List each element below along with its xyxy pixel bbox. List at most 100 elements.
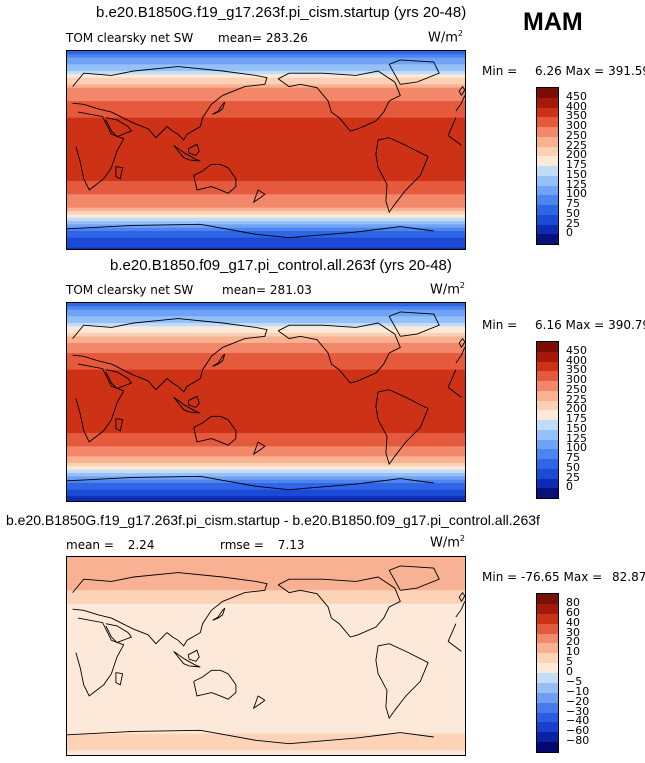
zonal-band bbox=[67, 111, 465, 115]
coastline bbox=[187, 143, 200, 156]
zonal-band bbox=[67, 383, 465, 387]
zonal-band bbox=[67, 326, 465, 331]
coastline bbox=[458, 591, 465, 602]
zonal-band bbox=[67, 730, 465, 735]
zonal-band bbox=[67, 429, 465, 434]
zonal-band bbox=[67, 396, 465, 401]
zonal-band bbox=[67, 613, 465, 618]
zonal-band bbox=[67, 306, 465, 311]
colorbar-swatch bbox=[537, 361, 558, 372]
coastline bbox=[67, 729, 434, 745]
zonal-band bbox=[67, 167, 465, 172]
colorbar-swatch bbox=[537, 175, 558, 186]
zonal-band bbox=[67, 379, 465, 384]
zonal-band bbox=[67, 633, 465, 638]
panel-3-units-base: W/m bbox=[430, 535, 460, 551]
colorbar-tick-label: 60 bbox=[566, 605, 580, 619]
zonal-band bbox=[67, 486, 465, 491]
colorbar-swatch bbox=[537, 603, 558, 614]
zonal-band bbox=[67, 91, 465, 95]
panel-1-minmax: Min = 6.26 Max = 391.59 bbox=[482, 64, 645, 78]
zonal-band bbox=[67, 483, 465, 487]
zonal-band bbox=[67, 663, 465, 668]
zonal-band bbox=[67, 87, 465, 92]
zonal-band bbox=[67, 373, 465, 377]
zonal-band bbox=[67, 590, 465, 595]
panel-2-title: b.e20.B1850.f09_g17.pi_control.all.263f … bbox=[110, 257, 452, 274]
zonal-band bbox=[67, 489, 465, 494]
zonal-band bbox=[67, 57, 465, 62]
panel-2-max-label: Max = bbox=[565, 318, 605, 332]
colorbar-swatch bbox=[537, 712, 558, 723]
panel-2-min-value: 6.16 bbox=[535, 318, 562, 332]
panel-1-min-value: 6.26 bbox=[535, 64, 562, 78]
coastline bbox=[375, 389, 429, 466]
coastline bbox=[388, 565, 440, 591]
zonal-band bbox=[67, 737, 465, 741]
zonal-band bbox=[67, 151, 465, 155]
zonal-band bbox=[67, 194, 465, 199]
coastline bbox=[105, 369, 133, 390]
zonal-band bbox=[67, 343, 465, 347]
colorbar-swatch bbox=[537, 381, 558, 391]
zonal-band bbox=[67, 587, 465, 591]
zonal-band bbox=[67, 134, 465, 139]
panel-2-units-exp: 2 bbox=[459, 281, 465, 290]
zonal-band bbox=[67, 680, 465, 685]
colorbar-swatch bbox=[537, 623, 558, 634]
zonal-band bbox=[67, 201, 465, 205]
colorbar-tick-label: 10 bbox=[566, 645, 580, 659]
zonal-band bbox=[67, 413, 465, 417]
zonal-band bbox=[67, 610, 465, 615]
zonal-band bbox=[67, 403, 465, 407]
panel-2-mean-label: mean= bbox=[222, 283, 267, 297]
zonal-band bbox=[67, 174, 465, 179]
colorbar-swatch bbox=[537, 127, 558, 137]
colorbar-tick-label: 175 bbox=[566, 412, 587, 425]
zonal-band bbox=[67, 393, 465, 397]
zonal-band bbox=[67, 117, 465, 122]
panel-3-min-value: -76.65 bbox=[521, 570, 560, 584]
colorbar-swatch bbox=[537, 420, 558, 430]
coastline bbox=[115, 418, 124, 432]
zonal-band bbox=[67, 51, 465, 55]
zonal-band bbox=[67, 747, 465, 751]
zonal-band bbox=[67, 244, 465, 249]
coastline bbox=[105, 117, 133, 138]
zonal-band bbox=[67, 221, 465, 225]
colorbar-tick-label: 50 bbox=[566, 460, 580, 474]
panel-1-units-exp: 2 bbox=[457, 29, 463, 38]
zonal-band bbox=[67, 74, 465, 79]
panel-1-variable: TOM clearsky net SW bbox=[66, 31, 194, 45]
zonal-band bbox=[67, 740, 465, 745]
zonal-band bbox=[67, 707, 465, 711]
coastline bbox=[252, 441, 266, 456]
panel-3-max-value: 82.87 bbox=[612, 570, 645, 584]
colorbar-tick-label: 150 bbox=[566, 421, 587, 435]
colorbar-swatch bbox=[537, 633, 558, 644]
colorbar-tick-label: 150 bbox=[566, 167, 587, 181]
zonal-band bbox=[67, 187, 465, 192]
coastline bbox=[193, 669, 237, 700]
zonal-band bbox=[67, 640, 465, 645]
panel-3-min-label: Min = bbox=[482, 570, 518, 584]
zonal-band bbox=[67, 693, 465, 698]
colorbar-tick-label: 75 bbox=[566, 451, 580, 464]
coastline bbox=[67, 223, 434, 239]
zonal-band bbox=[67, 567, 465, 571]
colorbar-swatch bbox=[537, 643, 558, 654]
zonal-band bbox=[67, 131, 465, 135]
colorbar-swatch bbox=[537, 351, 558, 362]
zonal-band bbox=[67, 453, 465, 457]
colorbar-tick-label: −60 bbox=[566, 724, 590, 738]
panel-3-units: W/m2 bbox=[430, 534, 465, 550]
colorbar-swatch bbox=[537, 673, 558, 683]
zonal-band bbox=[67, 617, 465, 621]
zonal-band bbox=[67, 469, 465, 474]
zonal-band bbox=[67, 466, 465, 471]
zonal-band bbox=[67, 333, 465, 337]
coastline bbox=[193, 163, 237, 194]
zonal-band bbox=[67, 217, 465, 222]
coastline bbox=[187, 395, 200, 408]
panel-1-units-base: W/m bbox=[428, 30, 458, 46]
